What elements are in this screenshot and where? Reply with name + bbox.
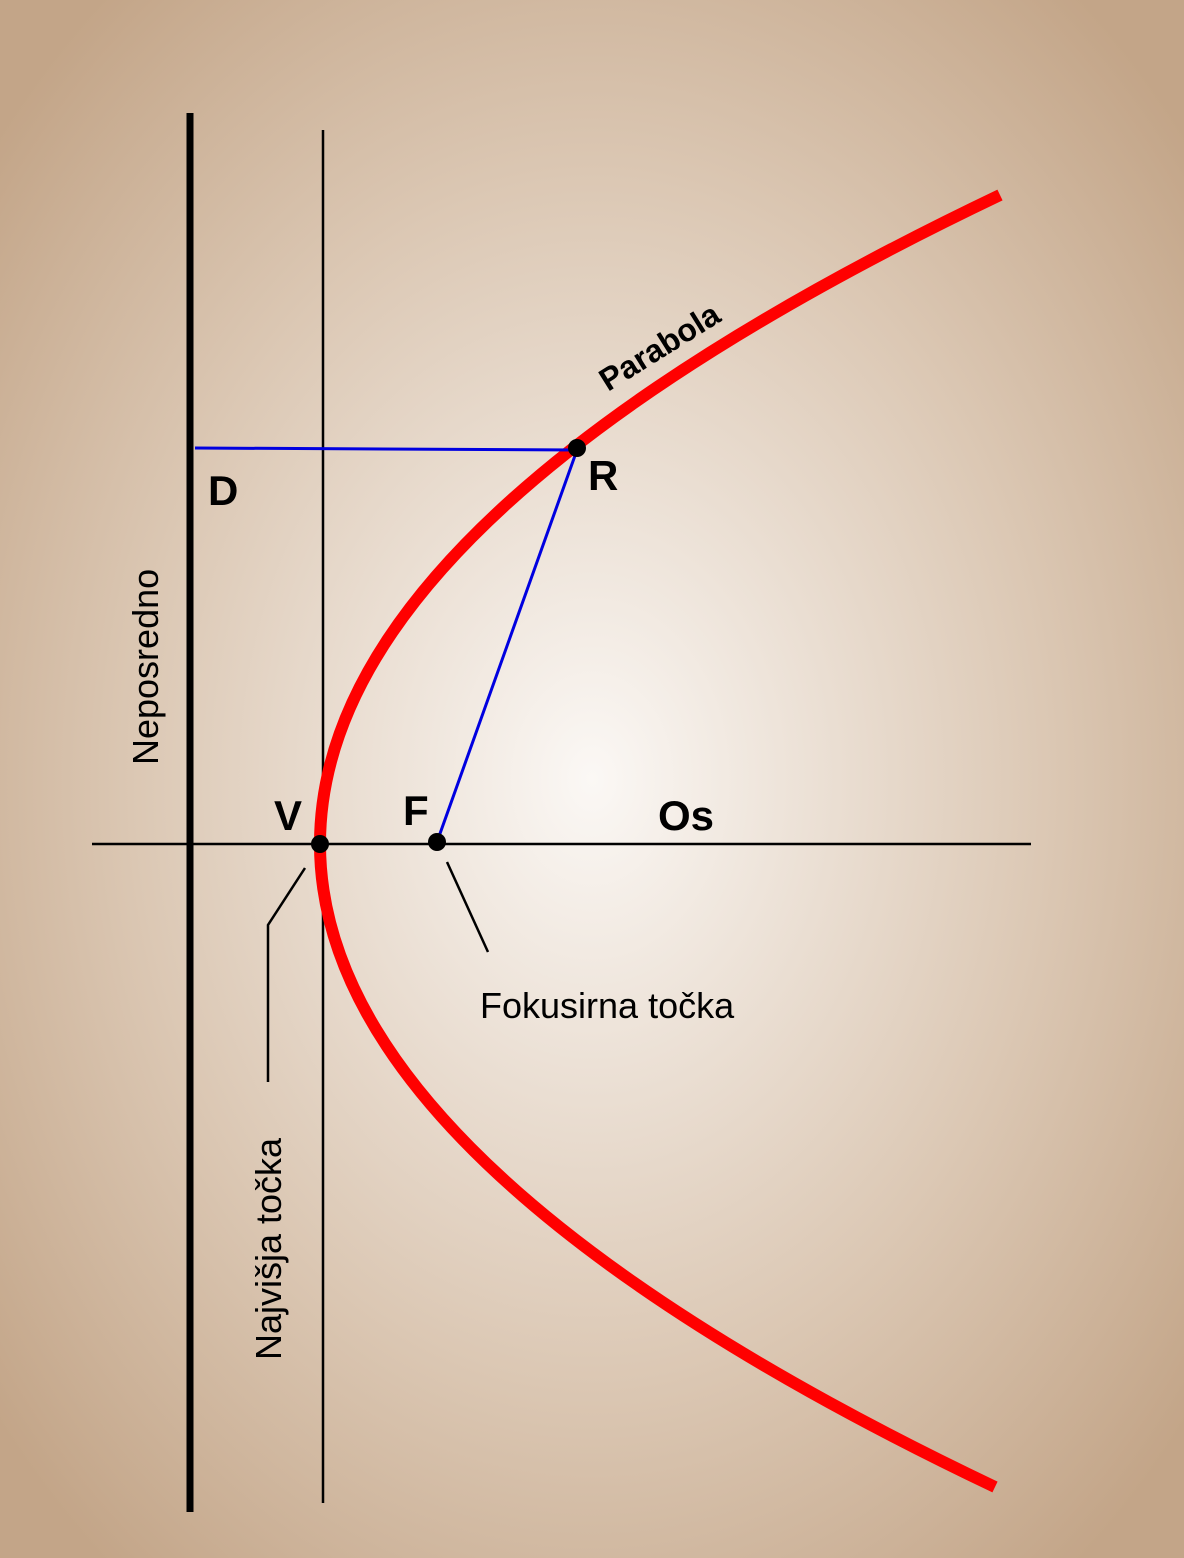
label-f: F [403, 787, 429, 834]
label-os: Os [658, 792, 714, 839]
label-directrix: Neposredno [125, 569, 166, 765]
distance-line-directrix [194, 446, 578, 452]
label-d: D [208, 467, 238, 514]
label-r: R [588, 452, 618, 499]
vertex-leader [266, 867, 307, 1082]
label-focus-name: Fokusirna točka [480, 985, 735, 1026]
label-vertex-name: Najvišja točka [248, 1137, 289, 1360]
point-f [428, 833, 446, 851]
point-v [311, 835, 329, 853]
distance-line-focus [435, 449, 579, 843]
point-r [568, 439, 586, 457]
label-v: V [274, 792, 302, 839]
focus-leader [445, 861, 490, 953]
